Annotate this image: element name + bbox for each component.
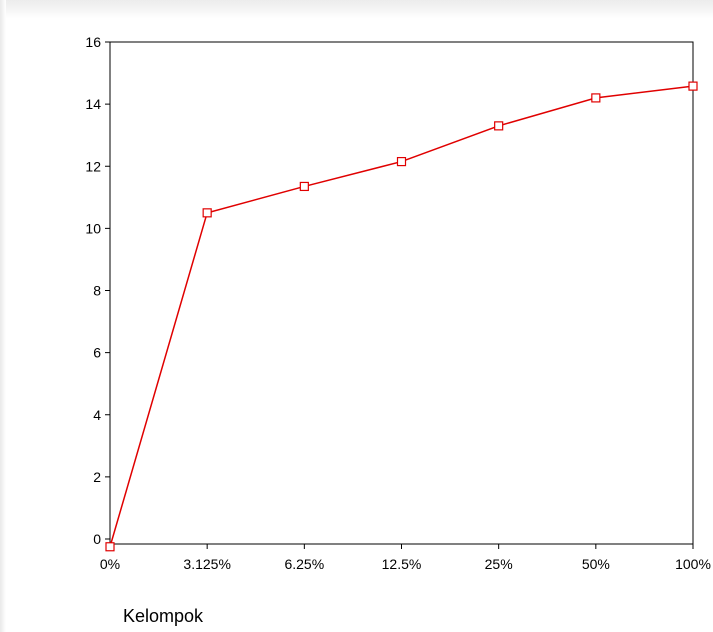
y-tick-label: 6 <box>93 345 101 361</box>
x-tick-label: 12.5% <box>382 556 422 572</box>
data-point-marker <box>396 156 407 167</box>
y-tick-label: 10 <box>85 220 101 236</box>
y-tick-label: 8 <box>93 283 101 299</box>
x-tick-label: 50% <box>582 556 610 572</box>
data-point-marker <box>494 121 504 131</box>
y-axis: 0 2 4 6 8 10 12 14 16 <box>85 34 110 547</box>
x-tick-label: 6.25% <box>284 556 324 572</box>
y-tick-label: 14 <box>85 96 101 112</box>
y-tick-label: 16 <box>85 34 101 50</box>
series-line <box>109 85 694 547</box>
watermark-band <box>0 0 713 18</box>
x-tick-label: 25% <box>485 556 513 572</box>
x-tick-label: 3.125% <box>183 556 230 572</box>
data-point-marker <box>202 208 212 218</box>
y-tick-label: 0 <box>93 531 101 547</box>
data-point-marker <box>105 542 115 552</box>
series-layer <box>105 81 698 552</box>
data-point-marker <box>688 81 698 91</box>
y-tick-label: 12 <box>85 158 101 174</box>
y-tick-label: 2 <box>93 469 101 485</box>
x-axis-label: Kelompok <box>123 606 204 626</box>
data-point-marker <box>299 181 309 192</box>
x-tick-label: 100% <box>675 556 711 572</box>
data-point-marker <box>591 93 601 103</box>
plot-area <box>109 41 694 545</box>
y-tick-label: 4 <box>93 407 101 423</box>
frame-edge <box>0 0 6 632</box>
x-tick-label: 0% <box>100 556 120 572</box>
x-axis: 0% 3.125% 6.25% 12.5% 25% 50% 100% <box>100 544 711 572</box>
